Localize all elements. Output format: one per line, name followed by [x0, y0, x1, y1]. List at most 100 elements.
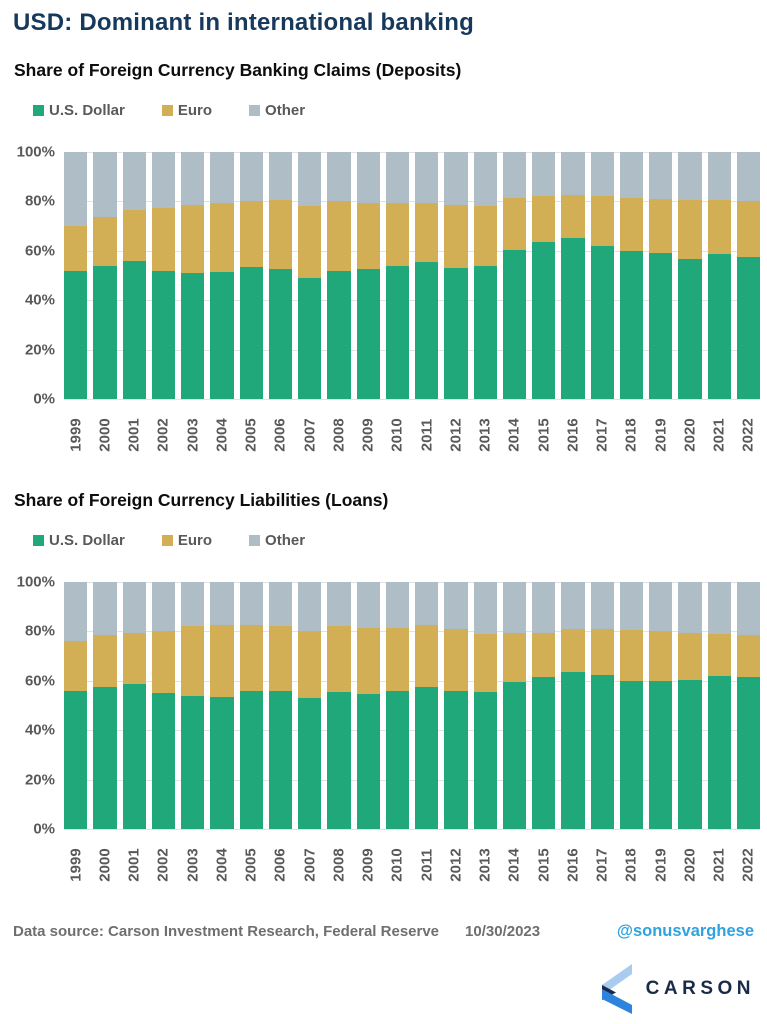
bar-segment-u-s-dollar [210, 271, 234, 399]
bar-2011 [415, 582, 439, 829]
chart-title-loans: Share of Foreign Currency Liabilities (L… [14, 490, 389, 510]
gridline [64, 829, 760, 830]
bar-segment-other [707, 582, 731, 634]
x-tick-label: 2012 [447, 848, 465, 882]
x-tick-2003: 2003 [181, 833, 204, 897]
bar-2016 [561, 582, 585, 829]
bar-segment-u-s-dollar [327, 691, 351, 829]
bar-segment-other [532, 152, 556, 197]
bar-segment-other [561, 582, 585, 629]
bar-2005 [239, 582, 263, 829]
bar-segment-euro [707, 200, 731, 255]
x-tick-2012: 2012 [444, 403, 467, 467]
y-axis: 100% 80% 60% 40% 20% 0% [0, 144, 64, 408]
x-tick-2003: 2003 [181, 403, 204, 467]
x-tick-2004: 2004 [210, 403, 233, 467]
x-tick-2018: 2018 [620, 403, 643, 467]
bar-segment-u-s-dollar [532, 677, 556, 829]
bar-2013 [473, 582, 497, 829]
x-tick-label: 2007 [301, 418, 319, 452]
bar-segment-u-s-dollar [239, 690, 263, 829]
bar-segment-euro [93, 635, 117, 687]
bar-segment-u-s-dollar [502, 249, 526, 399]
x-tick-label: 2013 [476, 848, 494, 882]
bar-segment-other [356, 582, 380, 628]
bar-segment-other [736, 152, 760, 202]
bar-segment-other [151, 582, 175, 632]
bar-segment-euro [678, 200, 702, 260]
bar-segment-u-s-dollar [327, 270, 351, 399]
gridline [64, 631, 760, 633]
bar-segment-u-s-dollar [473, 691, 497, 829]
x-tick-label: 2012 [447, 418, 465, 452]
bar-segment-u-s-dollar [93, 265, 117, 399]
author-handle-link[interactable]: @sonusvarghese [616, 922, 754, 940]
bar-2007 [298, 582, 322, 829]
bar-segment-euro [181, 626, 205, 696]
bar-segment-other [590, 582, 614, 629]
bar-segment-u-s-dollar [736, 256, 760, 399]
bar-segment-other [444, 152, 468, 206]
x-tick-label: 2014 [505, 418, 523, 452]
x-tick-label: 2021 [710, 418, 728, 452]
bar-segment-euro [327, 201, 351, 271]
y-tick-label: 0% [33, 820, 55, 838]
bars [64, 152, 760, 399]
chart-section-loans: Share of Foreign Currency Liabilities (L… [0, 490, 767, 897]
x-tick-label: 2005 [242, 848, 260, 882]
bar-segment-euro [356, 627, 380, 695]
bar-segment-euro [268, 200, 292, 270]
x-tick-label: 2022 [739, 848, 757, 882]
x-tick-label: 2020 [681, 848, 699, 882]
legend-swatch [249, 535, 261, 546]
bar-segment-u-s-dollar [64, 270, 88, 399]
gridline [64, 201, 760, 203]
bar-segment-euro [210, 202, 234, 272]
bar-segment-euro [415, 202, 439, 262]
x-tick-2009: 2009 [357, 403, 380, 467]
x-tick-2016: 2016 [561, 403, 584, 467]
gridline [64, 680, 760, 682]
x-tick-label: 2014 [505, 848, 523, 882]
bar-segment-euro [707, 633, 731, 676]
x-tick-label: 1999 [67, 848, 85, 882]
bar-segment-u-s-dollar [298, 277, 322, 399]
bar-2011 [415, 152, 439, 399]
bar-segment-u-s-dollar [64, 690, 88, 829]
bar-segment-euro [415, 625, 439, 687]
bar-2020 [678, 582, 702, 829]
legend-item-euro: Euro [161, 102, 212, 119]
y-tick-label: 80% [24, 622, 55, 640]
x-tick-2008: 2008 [327, 403, 350, 467]
x-tick-label: 2004 [213, 418, 231, 452]
x-tick-2019: 2019 [649, 833, 672, 897]
plot-area [64, 152, 760, 400]
x-tick-1999: 1999 [64, 833, 87, 897]
x-axis: 1999 2000 2001 2002 2003 2004 2005 2006 2007 2008… [64, 403, 760, 467]
x-tick-label: 2018 [622, 418, 640, 452]
bar-segment-other [239, 582, 263, 626]
legend-label: U.S. Dollar [49, 532, 125, 549]
bar-2002 [151, 582, 175, 829]
x-tick-2009: 2009 [357, 833, 380, 897]
bar-segment-euro [444, 628, 468, 691]
x-tick-2021: 2021 [708, 403, 731, 467]
x-tick-label: 2020 [681, 418, 699, 452]
bar-2015 [532, 582, 556, 829]
x-tick-label: 2000 [96, 418, 114, 452]
bar-segment-other [561, 152, 585, 196]
bar-segment-other [473, 582, 497, 634]
bar-segment-other [327, 582, 351, 627]
bar-segment-other [181, 152, 205, 206]
bar-segment-other [415, 152, 439, 203]
legend-swatch [33, 535, 44, 546]
x-tick-label: 2016 [564, 418, 582, 452]
x-tick-label: 2004 [213, 848, 231, 882]
x-tick-2006: 2006 [269, 403, 292, 467]
bar-segment-euro [736, 201, 760, 257]
bar-segment-u-s-dollar [181, 695, 205, 829]
gridline [64, 730, 760, 732]
date-text: 10/30/2023 [465, 923, 541, 940]
x-tick-2010: 2010 [386, 833, 409, 897]
legend-deposits: U.S. Dollar Euro Other [33, 102, 767, 119]
